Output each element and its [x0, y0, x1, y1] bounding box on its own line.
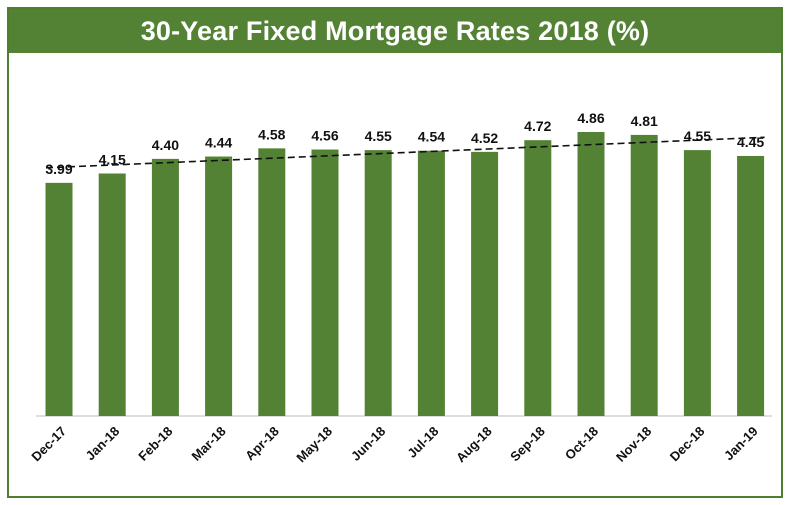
- x-tick-label-mar-18: Mar-18: [188, 424, 228, 464]
- title-bar: 30-Year Fixed Mortgage Rates 2018 (%): [9, 9, 781, 53]
- bar-jul-18: [417, 150, 445, 416]
- data-label-jan-18: 4.15: [99, 151, 126, 167]
- data-label-may-18: 4.56: [311, 128, 338, 144]
- bar-sep-18: [524, 140, 552, 416]
- data-label-dec-17: 3.99: [45, 161, 72, 177]
- data-label-jul-18: 4.54: [418, 129, 445, 145]
- chart-title: 30-Year Fixed Mortgage Rates 2018 (%): [140, 15, 650, 46]
- x-tick-label-aug-18: Aug-18: [453, 424, 495, 466]
- x-tick-label-nov-18: Nov-18: [613, 424, 654, 465]
- x-tick-label-jul-18: Jul-18: [404, 424, 441, 461]
- bar-feb-18: [151, 158, 179, 416]
- bar-aug-18: [471, 151, 499, 416]
- data-label-apr-18: 4.58: [258, 126, 285, 142]
- bar-jan-19: [737, 155, 765, 416]
- x-tick-label-dec-18: Dec-18: [667, 424, 708, 465]
- x-tick-label-jun-18: Jun-18: [348, 424, 388, 464]
- bar-oct-18: [577, 132, 605, 416]
- data-label-sep-18: 4.72: [524, 118, 551, 134]
- data-label-feb-18: 4.40: [152, 137, 179, 153]
- bar-dec-17: [45, 182, 73, 416]
- bar-apr-18: [258, 148, 286, 417]
- x-tick-label-feb-18: Feb-18: [135, 424, 175, 464]
- x-tick-label-sep-18: Sep-18: [507, 424, 548, 465]
- data-label-nov-18: 4.81: [631, 113, 658, 129]
- data-label-dec-18: 4.55: [684, 128, 711, 144]
- bar-jan-18: [98, 173, 126, 416]
- data-label-oct-18: 4.86: [577, 110, 604, 126]
- x-tick-label-may-18: May-18: [293, 424, 335, 466]
- bar-dec-18: [683, 150, 711, 416]
- data-label-aug-18: 4.52: [471, 130, 498, 146]
- trendline: [45, 136, 765, 169]
- x-tick-label-dec-17: Dec-17: [28, 424, 69, 465]
- data-label-jan-19: 4.45: [737, 134, 764, 150]
- bar-mar-18: [205, 156, 233, 416]
- data-label-jun-18: 4.55: [365, 128, 392, 144]
- bar-may-18: [311, 149, 339, 416]
- bar-nov-18: [630, 134, 658, 416]
- x-tick-label-jan-19: Jan-19: [721, 424, 761, 464]
- x-tick-label-jan-18: Jan-18: [83, 424, 123, 464]
- x-tick-label-oct-18: Oct-18: [562, 424, 601, 463]
- data-label-mar-18: 4.44: [205, 135, 232, 151]
- x-tick-label-apr-18: Apr-18: [242, 424, 282, 464]
- bar-jun-18: [364, 150, 392, 416]
